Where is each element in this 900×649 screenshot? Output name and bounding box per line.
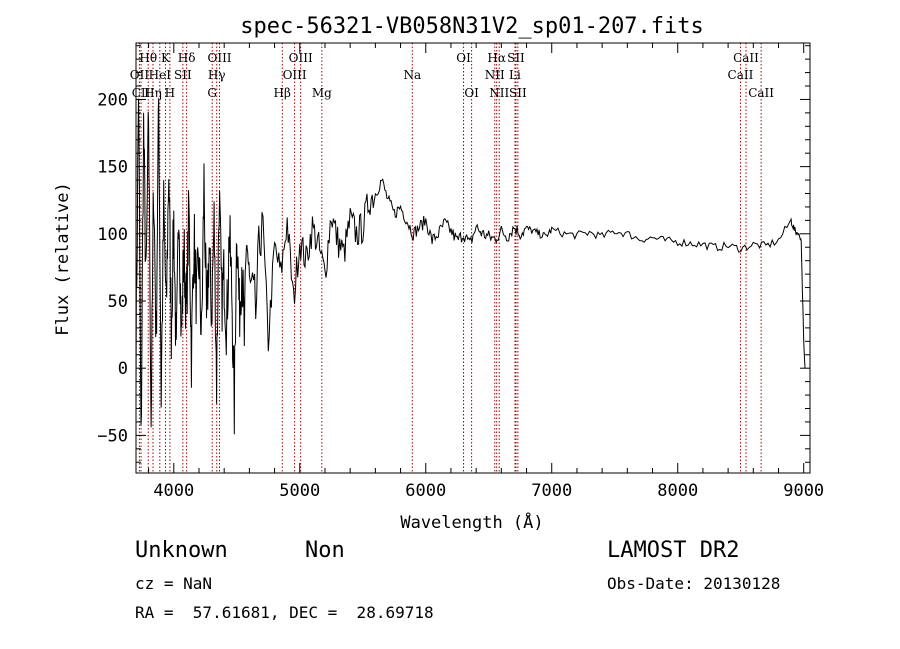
y-tick-label-2: 50 [108,292,128,312]
marker-label-9: OIII [207,51,231,65]
spectrum-series [135,98,806,435]
marker-label-4: HeI [149,68,172,82]
marker-label-12: Hβ [274,86,291,100]
y-tick-label-1: 0 [118,359,128,379]
marker-label-7: SII [174,68,192,82]
marker-label-19: Hα [487,51,506,65]
marker-label-17: OI [456,51,471,65]
marker-label-6: H [165,86,175,100]
marker-label-26: CaII [728,68,754,82]
x-tick-label-2: 6000 [405,481,446,501]
marker-label-20: NII [485,68,505,82]
marker-label-10: Hγ [208,68,226,82]
marker-label-11: G [207,86,217,100]
spectrum-line [135,98,806,435]
marker-label-18: OI [464,86,479,100]
marker-label-22: SII [507,51,525,65]
y-tick-label-0: −50 [97,426,128,446]
marker-label-24: SII [509,86,527,100]
survey-name: LAMOST DR2 [607,538,740,563]
x-tick-label-3: 7000 [531,481,572,501]
marker-label-5: K [161,51,171,65]
x-tick-label-5: 9000 [783,481,824,501]
chart-title: spec-56321-VB058N31V2_sp01-207.fits [240,14,704,39]
object-subclass: Non [305,538,345,563]
marker-label-14: OIII [283,68,307,82]
x-tick-label-1: 5000 [279,481,320,501]
x-axis-label: Wavelength (Å) [400,511,543,533]
x-tick-label-4: 8000 [657,481,698,501]
object-class: Unknown [135,538,228,563]
redshift-text: cz = NaN [135,574,213,593]
y-tick-label-4: 150 [97,158,128,178]
y-tick-label-5: 200 [97,90,128,110]
x-tick-label-0: 4000 [153,481,194,501]
spectral-line-markers [138,43,762,473]
plot-frame [135,42,811,474]
marker-label-1: OII [130,68,150,82]
marker-label-25: CaII [733,51,759,65]
marker-label-8: Hδ [178,51,196,65]
y-axis-label: Flux (relative) [53,182,73,336]
marker-label-3: Hη [144,86,162,100]
marker-label-21: NII [489,86,509,100]
coordinates-text: RA = 57.61681, DEC = 28.69718 [135,603,434,622]
marker-label-15: Mg [312,86,332,100]
marker-label-13: OIII [289,51,313,65]
y-tick-label-3: 100 [97,225,128,245]
axes: 4000 5000 6000 7000 8000 9000 −50 0 50 100 150 200 [97,43,824,501]
marker-label-0: Hθ [139,51,157,65]
marker-label-16: Na [403,68,421,82]
marker-label-23: Li [509,68,521,82]
marker-label-27: CaII [748,86,774,100]
observation-date: Obs-Date: 20130128 [607,574,781,593]
